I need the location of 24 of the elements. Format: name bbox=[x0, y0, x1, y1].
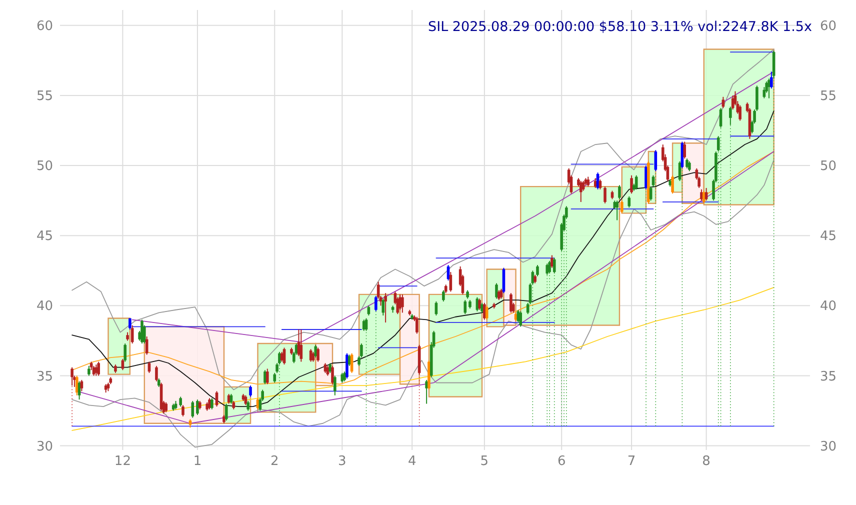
y2-tick-label: 35 bbox=[820, 369, 837, 384]
x-tick-label: 7 bbox=[627, 454, 636, 469]
x-tick-label: 4 bbox=[408, 454, 416, 469]
y2-tick-label: 55 bbox=[820, 89, 837, 104]
y2-tick-label: 45 bbox=[820, 229, 837, 244]
y-tick-label: 40 bbox=[36, 299, 53, 314]
x-tick-label: 12 bbox=[114, 454, 131, 469]
y-tick-label: 35 bbox=[36, 369, 53, 384]
x-tick-label: 6 bbox=[557, 454, 566, 469]
y-tick-label: 60 bbox=[36, 18, 53, 34]
y2-tick-label: 50 bbox=[820, 159, 837, 174]
text: SIL 2025.08.29 00:00:00 $58.10 3.11% vol:2247.8K 1.5x bbox=[428, 19, 812, 35]
x-tick-label: 2 bbox=[270, 454, 279, 469]
y-tick-label: 50 bbox=[36, 159, 53, 174]
x-tick-label: 3 bbox=[338, 454, 346, 469]
y-tick-label: 45 bbox=[36, 229, 53, 244]
y2-tick-label: 40 bbox=[820, 299, 837, 314]
y2-tick-label: 60 bbox=[820, 18, 837, 34]
y-tick-label: 30 bbox=[36, 439, 53, 454]
x-tick-label: 1 bbox=[193, 454, 202, 469]
y-tick-label: 55 bbox=[36, 89, 53, 104]
x-tick-label: 8 bbox=[702, 454, 710, 469]
x-tick-label: 5 bbox=[480, 454, 489, 469]
y2-tick-label: 30 bbox=[820, 439, 837, 454]
